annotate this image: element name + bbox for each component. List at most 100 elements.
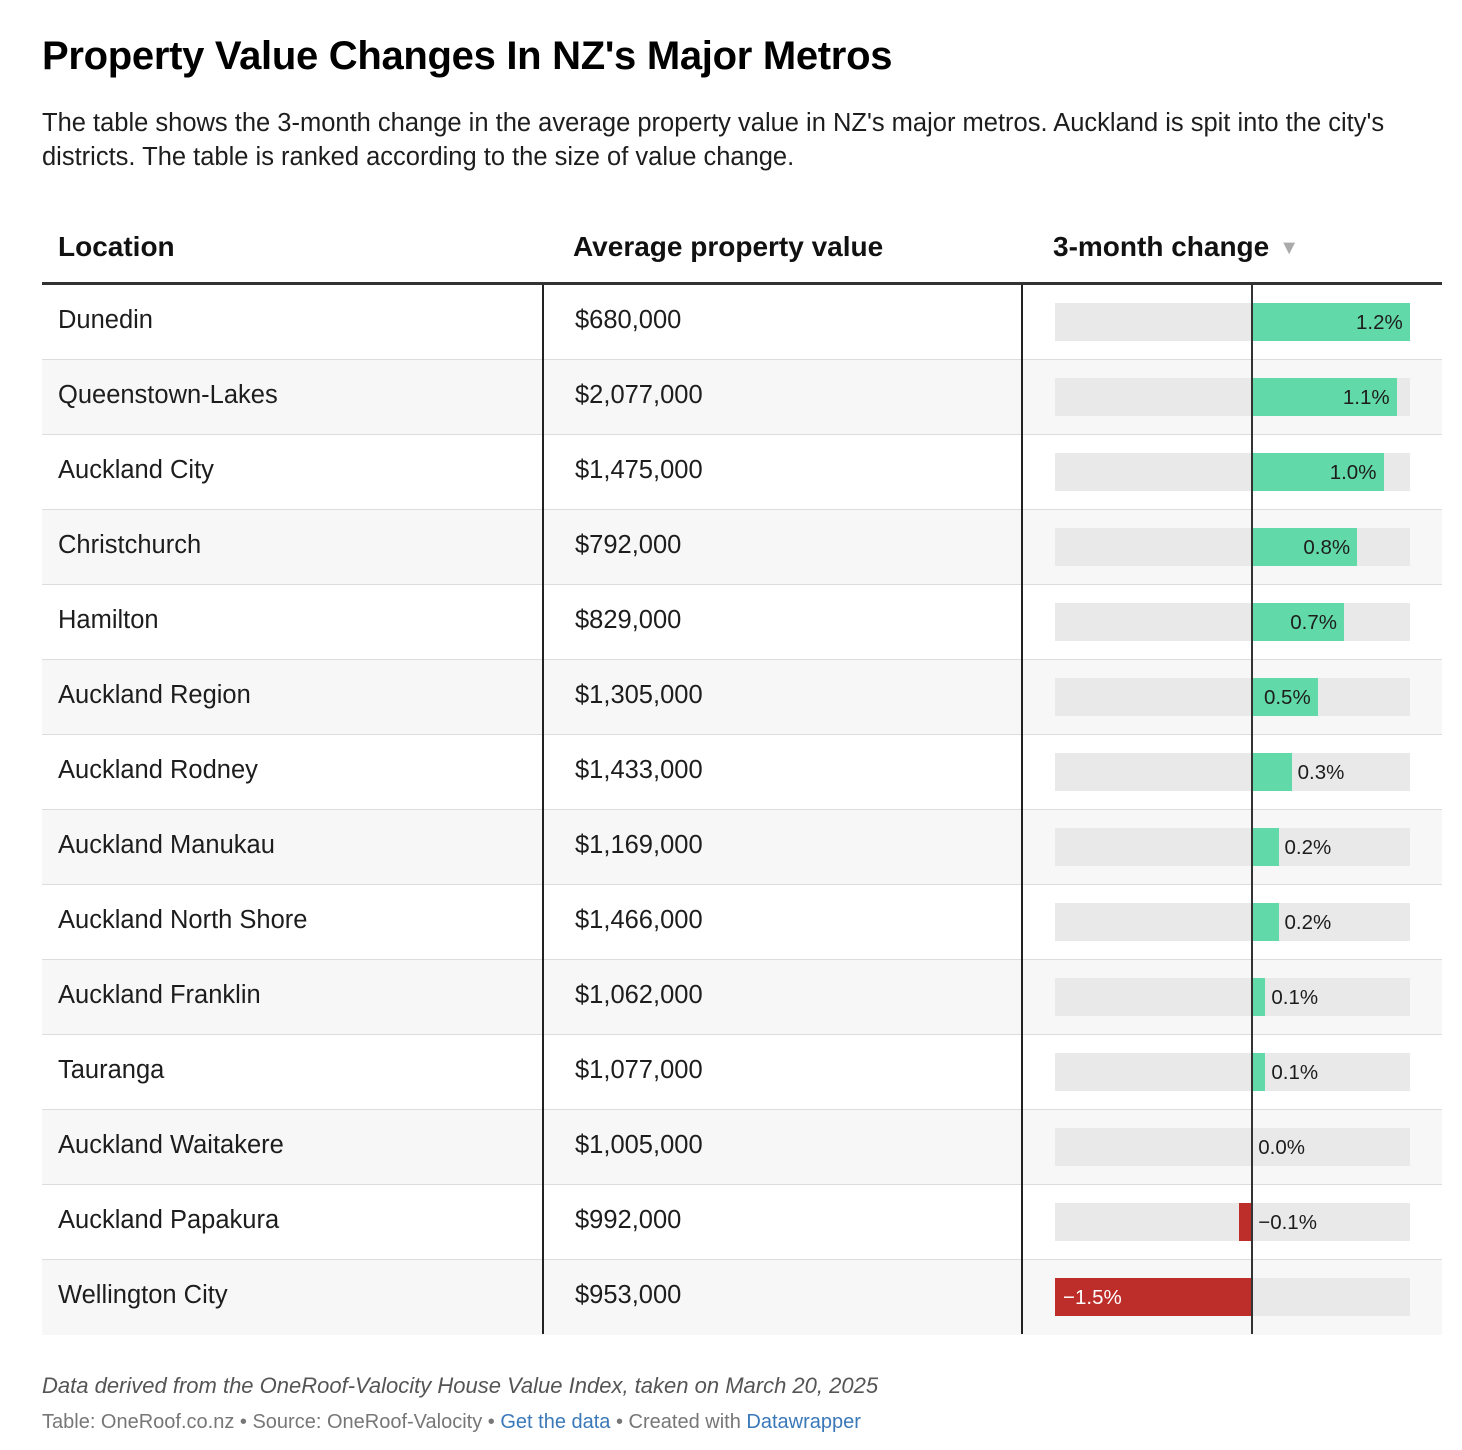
column-divider-2 xyxy=(1021,285,1023,1334)
change-label: 0.0% xyxy=(1258,1136,1305,1159)
average-value-cell: $680,000 xyxy=(575,306,682,334)
change-bar xyxy=(1252,378,1397,416)
change-bar xyxy=(1252,1053,1266,1091)
location-cell: Auckland City xyxy=(58,456,214,484)
location-cell: Dunedin xyxy=(58,306,153,334)
change-bar xyxy=(1252,528,1358,566)
sort-descending-icon[interactable]: ▼ xyxy=(1279,237,1300,259)
change-bar-track xyxy=(1055,1203,1410,1241)
location-cell: Christchurch xyxy=(58,531,202,559)
chart-notes: Data derived from the OneRoof-Valocity H… xyxy=(42,1373,879,1398)
change-bar xyxy=(1252,678,1318,716)
table-row: Queenstown-Lakes $2,077,000 1.1% xyxy=(42,360,1442,435)
change-label: 1.1% xyxy=(1342,386,1390,409)
table-row: Auckland Franklin $1,062,000 0.1% xyxy=(42,960,1442,1035)
location-cell: Wellington City xyxy=(58,1281,228,1309)
change-label: 0.5% xyxy=(1263,686,1311,709)
footer-separator: • xyxy=(482,1411,501,1433)
location-cell: Auckland Papakura xyxy=(58,1206,280,1234)
change-bar-track xyxy=(1055,1128,1410,1166)
table-row: Auckland Papakura $992,000 −0.1% xyxy=(42,1185,1442,1260)
change-label: 0.2% xyxy=(1284,836,1332,859)
change-label: 0.8% xyxy=(1303,536,1351,559)
change-label: −1.5% xyxy=(1063,1286,1122,1309)
average-value-cell: $992,000 xyxy=(575,1206,682,1234)
change-bar xyxy=(1252,903,1279,941)
table-row: Auckland North Shore $1,466,000 0.2% xyxy=(42,885,1442,960)
footer-separator: • xyxy=(234,1411,253,1433)
change-label: 0.7% xyxy=(1290,611,1337,634)
average-value-cell: $792,000 xyxy=(575,531,682,559)
change-bar-track xyxy=(1055,753,1410,791)
average-value-cell: $829,000 xyxy=(575,606,682,634)
source-credit: Source: OneRoof-Valocity xyxy=(252,1411,483,1433)
change-bar-track xyxy=(1055,828,1410,866)
chart-title: Property Value Changes In NZ's Major Met… xyxy=(42,34,893,78)
average-value-cell: $2,077,000 xyxy=(575,381,703,409)
table-row: Auckland Rodney $1,433,000 0.3% xyxy=(42,735,1442,810)
location-cell: Tauranga xyxy=(58,1056,165,1084)
change-label: −0.1% xyxy=(1258,1211,1317,1234)
column-header-location[interactable]: Location xyxy=(58,231,175,262)
table-header: Location Average property value 3-month … xyxy=(42,216,1442,285)
average-value-cell: $1,305,000 xyxy=(575,681,703,709)
column-divider-1 xyxy=(542,285,544,1334)
average-value-cell: $953,000 xyxy=(575,1281,682,1309)
column-header-change-label: 3-month change xyxy=(1053,231,1270,262)
table-row: Christchurch $792,000 0.8% xyxy=(42,510,1442,585)
table-row: Auckland City $1,475,000 1.0% xyxy=(42,435,1442,510)
change-label: 1.2% xyxy=(1356,311,1403,334)
column-header-value[interactable]: Average property value xyxy=(573,231,884,262)
average-value-cell: $1,062,000 xyxy=(575,981,703,1009)
change-bar xyxy=(1239,1203,1253,1241)
table-row: Auckland Manukau $1,169,000 0.2% xyxy=(42,810,1442,885)
change-bar-track xyxy=(1055,678,1410,716)
location-cell: Auckland Rodney xyxy=(58,756,258,784)
change-label: 0.1% xyxy=(1271,1061,1319,1084)
change-bar xyxy=(1252,453,1384,491)
table-row: Auckland Waitakere $1,005,000 0.0% xyxy=(42,1110,1442,1185)
change-bar xyxy=(1252,603,1345,641)
created-with-text: Created with xyxy=(628,1411,741,1433)
footer-separator: • xyxy=(610,1411,629,1433)
location-cell: Auckland Franklin xyxy=(58,981,261,1009)
average-value-cell: $1,433,000 xyxy=(575,756,703,784)
average-value-cell: $1,466,000 xyxy=(575,906,703,934)
chart-footer: Table: OneRoof.co.nz • Source: OneRoof-V… xyxy=(42,1411,861,1434)
table-body: Dunedin $680,000 1.2% Queenstown-Lakes $2,07… xyxy=(42,285,1442,1335)
change-bar-track xyxy=(1055,1053,1410,1091)
average-value-cell: $1,005,000 xyxy=(575,1131,703,1159)
table-row: Auckland Region $1,305,000 0.5% xyxy=(42,660,1442,735)
column-header-change[interactable]: 3-month change ▼ xyxy=(1053,231,1299,263)
location-cell: Auckland Manukau xyxy=(58,831,275,859)
average-value-cell: $1,169,000 xyxy=(575,831,703,859)
change-bar-track xyxy=(1055,603,1410,641)
location-cell: Auckland North Shore xyxy=(58,906,308,934)
zero-axis-line xyxy=(1251,285,1254,1334)
table-credit: Table: OneRoof.co.nz xyxy=(42,1411,235,1433)
get-the-data-link[interactable]: Get the data xyxy=(500,1411,611,1433)
average-value-cell: $1,475,000 xyxy=(575,456,703,484)
location-cell: Auckland Region xyxy=(58,681,251,709)
change-label: 1.0% xyxy=(1329,461,1377,484)
table-row: Hamilton $829,000 0.7% xyxy=(42,585,1442,660)
datawrapper-link[interactable]: Datawrapper xyxy=(746,1411,861,1433)
change-bar-track xyxy=(1055,978,1410,1016)
change-label: 0.3% xyxy=(1297,761,1345,784)
change-bar xyxy=(1252,753,1292,791)
location-cell: Queenstown-Lakes xyxy=(58,381,278,409)
table-row: Wellington City $953,000 −1.5% xyxy=(42,1260,1442,1335)
change-bar-track xyxy=(1055,903,1410,941)
change-bar xyxy=(1252,828,1279,866)
location-cell: Auckland Waitakere xyxy=(58,1131,284,1159)
average-value-cell: $1,077,000 xyxy=(575,1056,703,1084)
change-bar xyxy=(1252,978,1266,1016)
change-bar xyxy=(1252,303,1410,341)
chart-description: The table shows the 3-month change in th… xyxy=(42,109,1385,171)
location-cell: Hamilton xyxy=(58,606,159,634)
table-row: Tauranga $1,077,000 0.1% xyxy=(42,1035,1442,1110)
change-label: 0.1% xyxy=(1271,986,1319,1009)
change-label: 0.2% xyxy=(1284,911,1332,934)
change-bar xyxy=(1055,1278,1253,1316)
table-row: Dunedin $680,000 1.2% xyxy=(42,285,1442,360)
